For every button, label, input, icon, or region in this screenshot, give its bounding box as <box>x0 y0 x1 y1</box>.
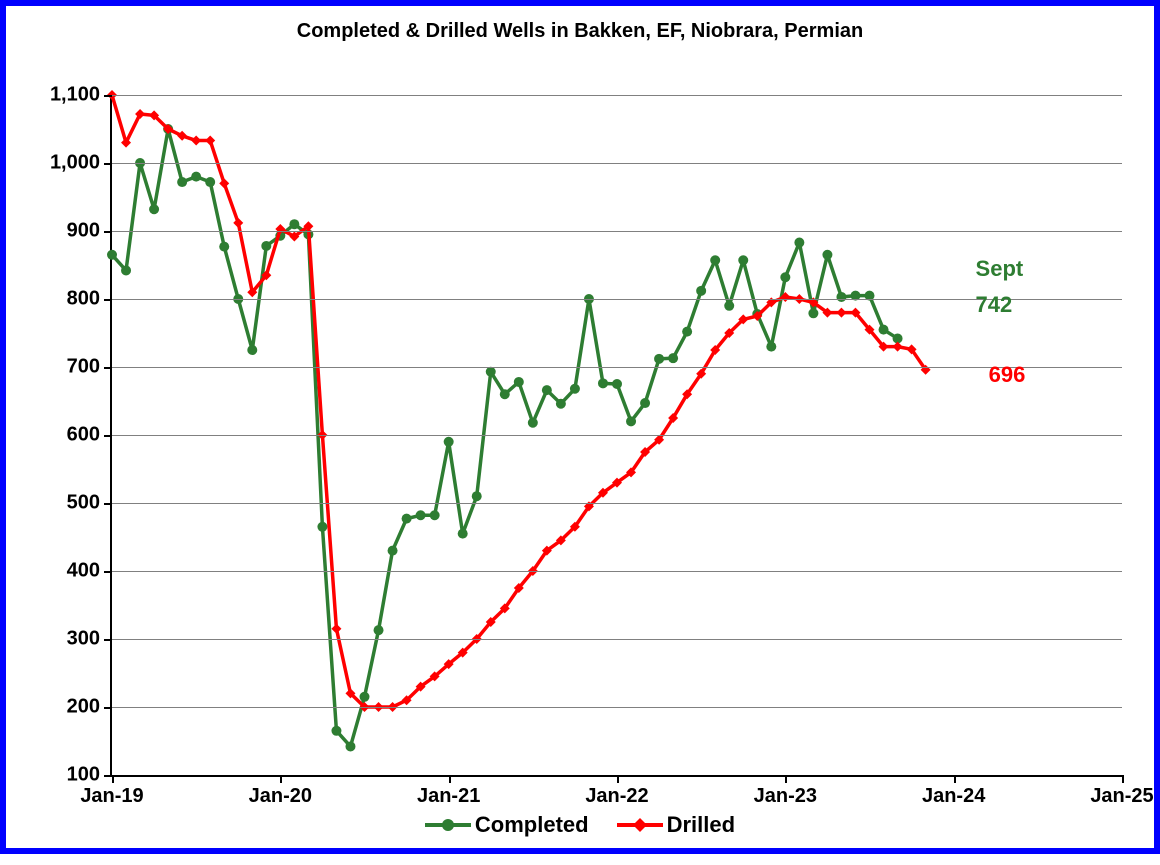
series-marker <box>879 325 889 335</box>
series-marker <box>836 308 846 318</box>
series-marker <box>626 416 636 426</box>
x-tick-label: Jan-20 <box>249 785 312 808</box>
series-marker <box>416 510 426 520</box>
series-marker <box>374 625 384 635</box>
gridline <box>112 299 1122 300</box>
series-line-drilled <box>112 95 926 707</box>
series-marker <box>107 250 117 260</box>
series-marker <box>191 136 201 146</box>
legend: Completed Drilled <box>6 812 1154 840</box>
series-marker <box>219 242 229 252</box>
series-marker <box>570 384 580 394</box>
series-marker <box>738 255 748 265</box>
series-marker <box>247 345 257 355</box>
gridline <box>112 163 1122 164</box>
series-marker <box>191 172 201 182</box>
y-tick-label: 400 <box>67 560 100 583</box>
series-marker <box>430 510 440 520</box>
series-marker <box>710 255 720 265</box>
series-marker <box>261 241 271 251</box>
y-tick-label: 300 <box>67 628 100 651</box>
gridline <box>112 707 1122 708</box>
series-marker <box>556 399 566 409</box>
series-marker <box>472 491 482 501</box>
series-marker <box>345 741 355 751</box>
gridline <box>112 503 1122 504</box>
series-marker <box>500 389 510 399</box>
y-tick-label: 100 <box>67 764 100 787</box>
series-marker <box>388 546 398 556</box>
gridline <box>112 95 1122 96</box>
y-tick-label: 600 <box>67 424 100 447</box>
annotation: 742 <box>976 292 1013 318</box>
legend-item: Drilled <box>617 812 735 838</box>
legend-item: Completed <box>425 812 589 838</box>
series-marker <box>360 692 370 702</box>
series-marker <box>331 624 341 634</box>
series-marker <box>893 342 903 352</box>
legend-label: Completed <box>475 812 589 838</box>
series-marker <box>724 301 734 311</box>
x-tick-label: Jan-25 <box>1090 785 1153 808</box>
series-marker <box>514 377 524 387</box>
x-tick-label: Jan-23 <box>754 785 817 808</box>
gridline <box>112 231 1122 232</box>
y-tick-label: 800 <box>67 288 100 311</box>
series-marker <box>640 398 650 408</box>
series-marker <box>794 238 804 248</box>
y-tick-label: 1,000 <box>50 152 100 175</box>
gridline <box>112 435 1122 436</box>
series-marker <box>682 327 692 337</box>
series-marker <box>149 204 159 214</box>
plot-wrapper: 100 200 300 400 500 600 700 800 900 1,000 1,100 Jan… <box>20 45 1140 865</box>
series-marker <box>598 378 608 388</box>
x-tick-label: Jan-21 <box>417 785 480 808</box>
series-marker <box>205 136 215 146</box>
series-marker <box>822 250 832 260</box>
chart-title: Completed & Drilled Wells in Bakken, EF,… <box>20 20 1140 43</box>
gridline <box>112 571 1122 572</box>
series-marker <box>317 522 327 532</box>
y-tick-label: 900 <box>67 220 100 243</box>
series-marker <box>205 177 215 187</box>
series-marker <box>177 177 187 187</box>
y-tick-label: 500 <box>67 492 100 515</box>
series-marker <box>331 726 341 736</box>
series-marker <box>836 292 846 302</box>
series-marker <box>219 178 229 188</box>
series-marker <box>612 379 622 389</box>
series-marker <box>233 218 243 228</box>
y-tick-label: 200 <box>67 696 100 719</box>
annotation: 696 <box>989 362 1026 388</box>
annotation: Sept <box>976 256 1024 282</box>
series-marker <box>668 353 678 363</box>
legend-label: Drilled <box>667 812 735 838</box>
x-tick-label: Jan-19 <box>80 785 143 808</box>
series-line-completed <box>112 129 898 746</box>
series-marker <box>402 514 412 524</box>
series-marker <box>444 437 454 447</box>
series-marker <box>696 286 706 296</box>
plot-area: 1002003004005006007008009001,0001,100Jan… <box>110 95 1122 777</box>
gridline <box>112 367 1122 368</box>
x-tick-label: Jan-24 <box>922 785 985 808</box>
series-marker <box>458 529 468 539</box>
series-marker <box>542 385 552 395</box>
y-tick-label: 1,100 <box>50 84 100 107</box>
gridline <box>112 639 1122 640</box>
series-marker <box>486 367 496 377</box>
series-marker <box>766 342 776 352</box>
y-tick-label: 700 <box>67 356 100 379</box>
series-marker <box>289 219 299 229</box>
series-marker <box>808 308 818 318</box>
series-marker <box>121 265 131 275</box>
series-marker <box>528 418 538 428</box>
series-marker <box>654 354 664 364</box>
chart-frame: Completed & Drilled Wells in Bakken, EF,… <box>0 0 1160 854</box>
series-marker <box>780 272 790 282</box>
x-tick-label: Jan-22 <box>585 785 648 808</box>
